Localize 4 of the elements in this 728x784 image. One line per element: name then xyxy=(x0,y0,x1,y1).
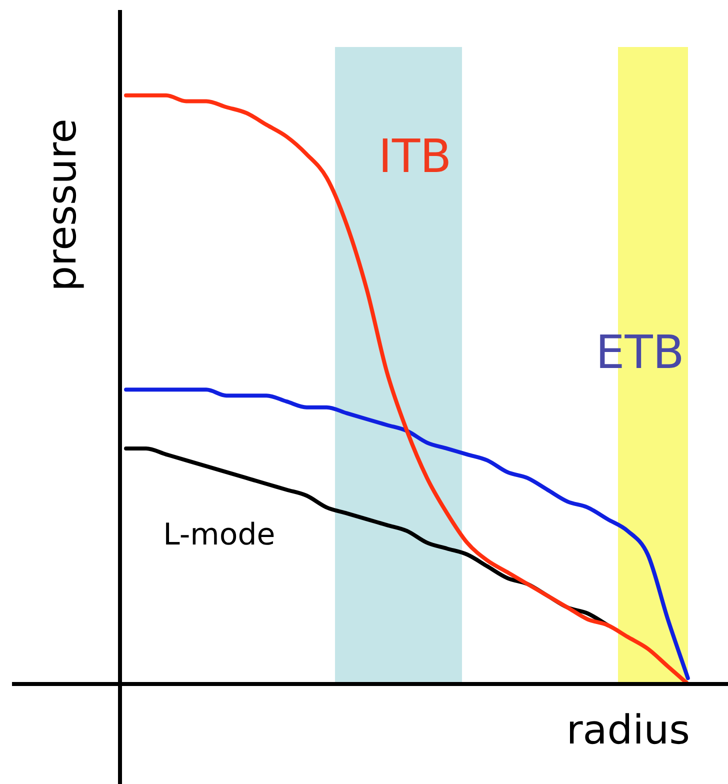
series-label: L-mode xyxy=(163,518,276,553)
x-axis-title: radius xyxy=(566,707,690,754)
annotation: ITB xyxy=(378,128,452,183)
y-axis-title: pressure xyxy=(39,118,86,292)
